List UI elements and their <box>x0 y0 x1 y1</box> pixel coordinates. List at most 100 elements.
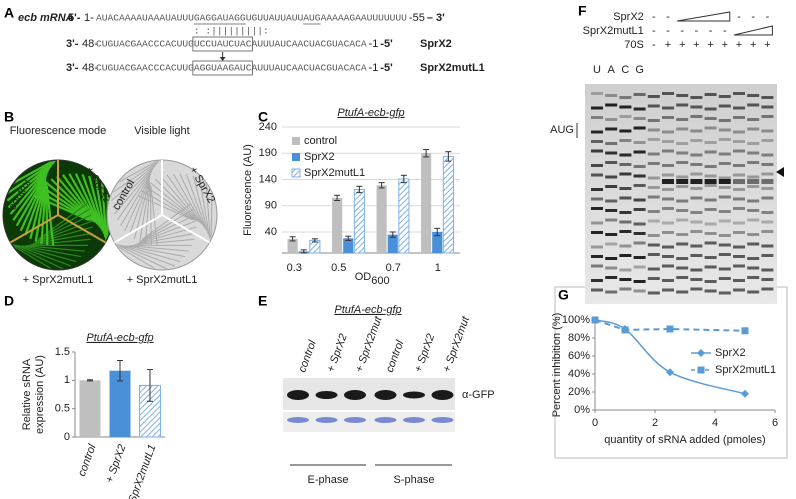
gel-band <box>676 209 689 212</box>
sign: - <box>766 11 770 23</box>
position: -1 <box>369 62 379 74</box>
legend-label: SprX2 <box>715 347 746 359</box>
gel-band <box>591 106 603 110</box>
box <box>192 36 253 52</box>
streak <box>140 190 194 221</box>
gel-band <box>704 141 717 144</box>
gel-band <box>591 164 603 167</box>
rna-name: SprX2mutL1 <box>420 62 485 74</box>
blot-band <box>403 391 425 399</box>
streak <box>125 245 186 258</box>
gel-band <box>761 220 774 224</box>
streak <box>141 208 194 241</box>
y-axis-label: Fluorescence (AU) <box>242 144 254 236</box>
gel-band <box>747 94 760 97</box>
streak <box>118 244 176 267</box>
gel-band <box>647 128 660 132</box>
sign: + <box>665 39 671 51</box>
legend-label: control <box>304 135 337 147</box>
gel-band <box>619 196 632 200</box>
error-bar <box>445 151 452 162</box>
gel-band <box>619 244 632 248</box>
gel-band <box>733 264 745 268</box>
gel-band <box>718 152 731 156</box>
bar <box>353 188 365 254</box>
gel-band <box>747 127 760 131</box>
gel-band <box>676 151 689 155</box>
gel-band <box>662 231 674 234</box>
gel-band <box>662 140 674 143</box>
gel-band <box>733 149 745 153</box>
gel-band <box>733 231 745 234</box>
gel-band <box>591 207 603 210</box>
lane-label: C <box>621 64 629 76</box>
sign: - <box>723 25 727 37</box>
gel-band <box>633 117 646 120</box>
streak <box>166 174 202 225</box>
bar <box>79 380 101 437</box>
gel-band <box>647 152 660 156</box>
gel-band <box>747 151 760 155</box>
marker-square <box>591 316 599 324</box>
loading-band <box>287 417 309 423</box>
lane-label: + SprX2mut <box>441 314 473 374</box>
gel-band <box>605 209 618 212</box>
gel-band <box>690 244 703 248</box>
pairing: : :|||||||||: <box>194 26 269 37</box>
gel-band <box>605 242 618 246</box>
gel-band <box>619 139 632 142</box>
gel-band <box>704 208 717 211</box>
lane-label: + SprX2 <box>412 332 437 374</box>
gel-band <box>704 280 717 283</box>
x-tick-label: + SprX2mutL1 <box>123 443 158 499</box>
strand-end: 3'- <box>66 62 79 74</box>
gel-band <box>676 142 689 145</box>
gel-band <box>605 276 618 279</box>
y-tick-label: 0.5 <box>55 403 70 415</box>
streak <box>14 244 72 267</box>
gel-band <box>733 197 745 201</box>
sign: + <box>736 39 742 51</box>
gel-band <box>747 185 760 188</box>
streak <box>205 181 211 242</box>
gel-band <box>633 241 646 245</box>
legend-swatch <box>292 153 300 161</box>
mrna-name: ecb mRNA <box>18 12 74 24</box>
streak <box>10 243 66 269</box>
gel-band <box>633 256 646 259</box>
streak <box>172 173 204 227</box>
marker-diamond <box>741 389 749 398</box>
gel-band <box>690 153 703 157</box>
divider <box>9 214 59 244</box>
gel-band <box>676 242 689 246</box>
error-bar <box>423 149 430 158</box>
gel-band <box>718 277 731 280</box>
gel-band <box>704 117 717 120</box>
bar <box>287 238 298 253</box>
gel-band <box>619 105 632 109</box>
gel-band <box>647 243 660 247</box>
gel-band <box>662 288 674 292</box>
streak <box>100 181 108 242</box>
gel-band <box>591 140 603 143</box>
gel-band <box>718 267 731 271</box>
ramp <box>733 25 773 36</box>
lane-label: A <box>608 64 616 76</box>
sequence: AUACAAAAUAAAUAUUU <box>96 13 194 24</box>
lane-label: G <box>635 64 644 76</box>
legend-swatch <box>291 168 301 178</box>
gel-band <box>747 233 760 236</box>
gel-band <box>718 243 731 247</box>
sign: - <box>666 25 670 37</box>
gel-band <box>690 187 703 190</box>
sign: + <box>693 39 699 51</box>
gel-band <box>761 96 774 99</box>
streak <box>114 167 154 215</box>
y-axis-label: Percent inhibition (%) <box>551 313 563 418</box>
streak <box>111 162 159 202</box>
gel-band <box>718 104 731 108</box>
marker-square <box>697 366 705 374</box>
toeprint-band <box>733 179 745 184</box>
gel-band <box>747 218 760 222</box>
gel-band <box>605 94 618 97</box>
